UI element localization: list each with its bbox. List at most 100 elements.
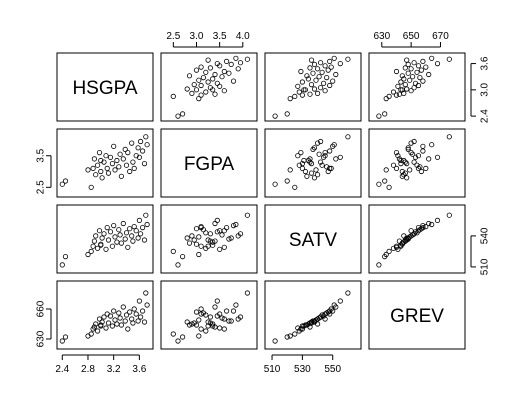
data-point	[409, 151, 416, 157]
data-point	[327, 148, 333, 154]
data-point	[322, 88, 328, 94]
data-point	[214, 60, 220, 67]
data-point	[376, 113, 382, 119]
data-point	[191, 82, 197, 88]
data-point	[233, 302, 239, 308]
data-point	[304, 173, 310, 179]
data-point	[116, 227, 122, 233]
panel-frame	[264, 128, 362, 198]
data-point	[191, 320, 197, 326]
data-point	[105, 170, 112, 176]
data-point	[404, 161, 410, 167]
data-point	[196, 96, 202, 102]
data-point	[429, 142, 435, 148]
tick-label: 550	[324, 364, 341, 375]
data-point	[395, 153, 401, 159]
data-point	[426, 156, 432, 162]
data-point	[415, 63, 422, 69]
data-point	[138, 314, 144, 320]
data-point	[237, 314, 244, 320]
data-point	[327, 308, 333, 314]
data-point	[322, 316, 328, 322]
data-point	[203, 89, 209, 95]
variable-label-grev: GREV	[390, 306, 444, 327]
data-point	[207, 231, 213, 237]
data-point	[308, 57, 315, 63]
data-point	[327, 58, 333, 65]
data-point	[414, 162, 420, 168]
data-point	[221, 88, 227, 94]
data-point	[237, 60, 244, 66]
variable-label-hsgpa: HSGPA	[72, 78, 137, 99]
data-point	[123, 312, 130, 318]
tick-label: 2.4	[480, 109, 491, 123]
data-point	[401, 76, 407, 82]
data-point	[415, 153, 422, 159]
data-point	[337, 154, 343, 160]
data-point	[408, 88, 414, 94]
data-point	[219, 315, 225, 321]
data-point	[196, 77, 202, 83]
data-point	[244, 56, 250, 62]
left-axis-grev: 630 660	[36, 300, 52, 347]
panel-hsgpa-vs-satv	[264, 52, 362, 122]
data-point	[217, 246, 223, 252]
data-point	[112, 234, 118, 240]
data-point	[299, 79, 305, 85]
panel-frame	[368, 280, 466, 350]
bottom-axis-satv: 510 530 550	[264, 354, 342, 375]
data-point	[287, 96, 293, 102]
data-point	[415, 228, 422, 234]
tick-label: 3.6	[132, 364, 146, 375]
data-point	[198, 92, 204, 98]
data-point	[386, 184, 392, 190]
data-point	[324, 75, 330, 81]
data-point	[418, 67, 424, 73]
data-point	[193, 67, 200, 73]
data-point	[304, 73, 310, 79]
data-point	[420, 225, 426, 231]
data-point	[345, 56, 351, 62]
data-point	[189, 233, 195, 239]
data-point	[140, 148, 146, 154]
data-point	[317, 85, 324, 91]
data-point	[402, 82, 408, 88]
data-point	[337, 60, 343, 67]
data-point	[272, 338, 278, 344]
data-point	[133, 228, 139, 234]
data-point	[284, 334, 290, 340]
data-point	[337, 298, 343, 304]
data-point	[210, 76, 216, 82]
data-point	[198, 306, 204, 312]
data-point	[141, 237, 148, 243]
data-point	[226, 70, 232, 76]
data-point	[122, 318, 128, 324]
data-point	[207, 65, 213, 71]
data-point	[120, 304, 126, 310]
data-point	[407, 77, 413, 83]
data-point	[111, 308, 117, 314]
data-point	[205, 57, 211, 63]
data-point	[399, 73, 405, 79]
tick-label: 2.5	[36, 180, 47, 194]
data-point	[170, 93, 176, 100]
data-point	[317, 60, 324, 66]
data-point	[224, 58, 230, 65]
data-point	[104, 165, 110, 171]
data-point	[141, 161, 148, 167]
data-point	[423, 64, 429, 70]
data-point	[393, 150, 400, 156]
data-point	[317, 314, 324, 320]
panel-satv-vs-satv: SATV	[264, 204, 362, 274]
tick-label: 2.5	[166, 31, 180, 42]
data-point	[123, 162, 130, 168]
data-point	[325, 67, 331, 73]
panel-satv-vs-hsgpa	[56, 204, 154, 274]
data-point	[214, 298, 220, 304]
data-point	[308, 161, 315, 167]
data-point	[405, 61, 411, 68]
data-point	[109, 161, 116, 167]
tick-label: 650	[403, 31, 420, 42]
panel-satv-vs-fgpa	[160, 204, 258, 274]
data-point	[333, 156, 339, 162]
